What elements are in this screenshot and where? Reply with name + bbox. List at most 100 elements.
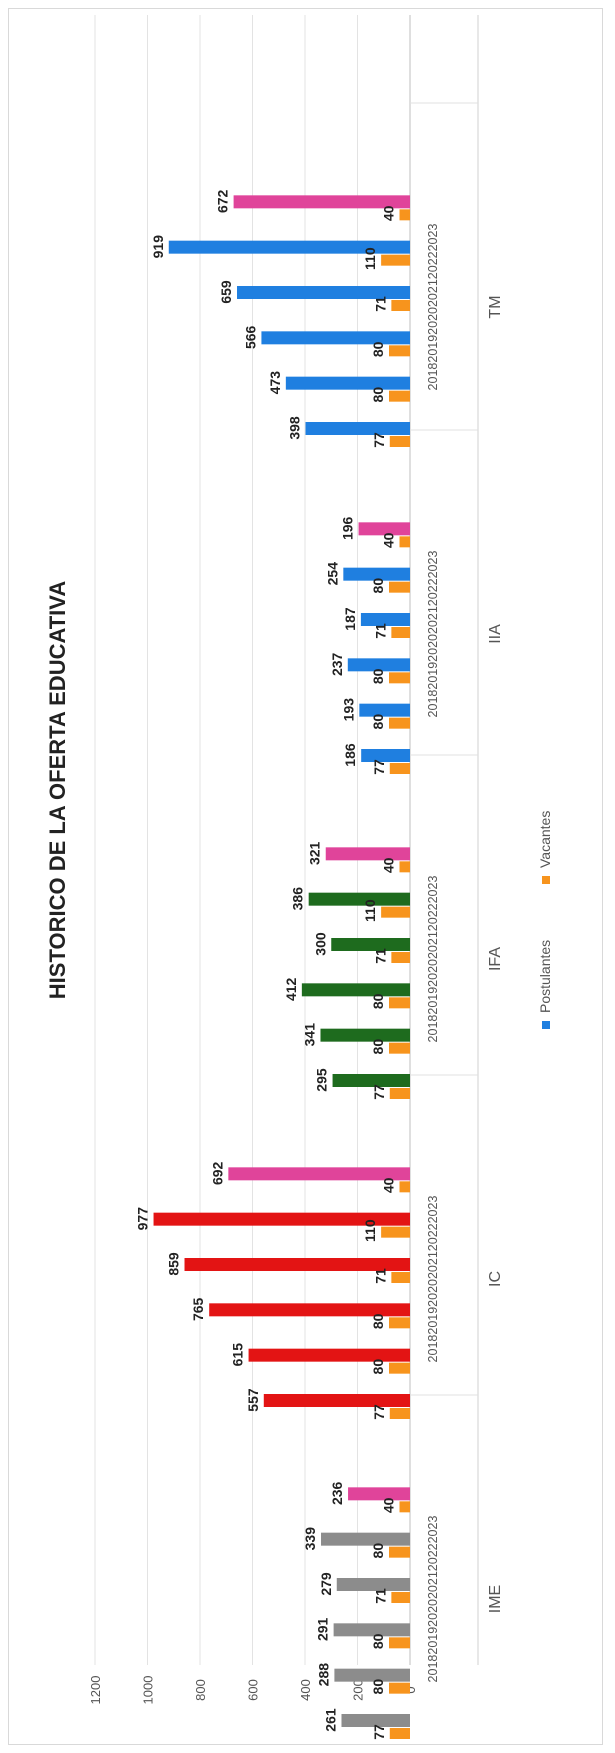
- bar-vacantes: [389, 390, 410, 402]
- group-label: IC: [487, 1271, 504, 1287]
- bar-vacantes: [389, 717, 410, 729]
- group-label: IME: [487, 1585, 504, 1613]
- y-tick-label: 1200: [88, 1676, 103, 1705]
- bar-postulantes: [333, 1623, 410, 1637]
- data-label-vacantes: 80: [370, 668, 386, 684]
- bar-vacantes: [391, 1592, 410, 1603]
- data-label-vacantes: 80: [370, 1543, 386, 1559]
- data-label-postulantes: 659: [218, 280, 234, 304]
- bar-vacantes: [389, 345, 410, 357]
- bar-vacantes: [389, 1728, 410, 1739]
- bar-postulantes: [233, 195, 410, 209]
- group-label: IIA: [487, 624, 504, 644]
- bar-vacantes: [389, 1317, 410, 1329]
- data-label-vacantes: 71: [372, 623, 388, 639]
- data-label-postulantes: 237: [329, 652, 345, 676]
- chart-title: HISTORICO DE LA OFERTA EDUCATIVA: [45, 581, 70, 1000]
- y-tick-label: 600: [246, 1679, 261, 1701]
- bar-postulantes: [347, 658, 410, 672]
- year-labels: 201820192020202120222023: [426, 1516, 440, 1683]
- y-tick-label: 800: [193, 1679, 208, 1701]
- legend-label: Postulantes: [537, 940, 553, 1013]
- year-labels: 201820192020202120222023: [426, 876, 440, 1043]
- bar-postulantes: [359, 703, 410, 717]
- data-label-postulantes: 341: [301, 1023, 317, 1047]
- data-label-postulantes: 977: [135, 1207, 151, 1231]
- data-label-postulantes: 566: [242, 325, 258, 349]
- bar-vacantes: [389, 672, 410, 684]
- bar-vacantes: [389, 436, 410, 447]
- data-label-vacantes: 110: [362, 247, 378, 270]
- bar-postulantes: [228, 1167, 410, 1181]
- data-label-vacantes: 77: [371, 432, 387, 448]
- data-label-vacantes: 40: [381, 1177, 397, 1193]
- bar-vacantes: [389, 1088, 410, 1099]
- data-label-postulantes: 279: [318, 1572, 334, 1596]
- bar-postulantes: [334, 1668, 410, 1682]
- data-label-postulantes: 615: [230, 1343, 246, 1367]
- bar-postulantes: [301, 983, 410, 997]
- data-label-vacantes: 77: [371, 1404, 387, 1420]
- data-label-postulantes: 196: [340, 516, 356, 540]
- data-label-vacantes: 71: [372, 296, 388, 312]
- data-label-vacantes: 80: [370, 1359, 386, 1375]
- data-label-vacantes: 80: [370, 387, 386, 403]
- bar-postulantes: [168, 240, 410, 254]
- group-label: IFA: [487, 947, 504, 971]
- bar-postulantes: [209, 1303, 410, 1317]
- bar-postulantes: [237, 286, 410, 299]
- bar-vacantes: [391, 952, 410, 963]
- bar-postulantes: [343, 567, 410, 581]
- bar-postulantes: [325, 847, 410, 861]
- y-tick-label: 400: [298, 1679, 313, 1701]
- data-label-vacantes: 110: [362, 1219, 378, 1242]
- data-label-vacantes: 77: [371, 1724, 387, 1740]
- bar-postulantes: [263, 1394, 410, 1407]
- data-label-vacantes: 80: [370, 341, 386, 357]
- bar-vacantes: [389, 1682, 410, 1694]
- bar-vacantes: [399, 209, 410, 221]
- data-label-postulantes: 692: [209, 1161, 225, 1185]
- data-label-postulantes: 300: [312, 932, 328, 956]
- data-label-postulantes: 557: [245, 1388, 261, 1412]
- bar-vacantes: [391, 300, 410, 311]
- bar-vacantes: [389, 763, 410, 774]
- data-label-postulantes: 321: [307, 841, 323, 865]
- data-label-postulantes: 295: [314, 1068, 330, 1092]
- data-label-vacantes: 80: [370, 714, 386, 730]
- data-label-postulantes: 254: [324, 562, 340, 586]
- data-label-postulantes: 291: [315, 1617, 331, 1641]
- data-label-vacantes: 40: [381, 532, 397, 548]
- group-label: TM: [487, 295, 504, 318]
- data-label-postulantes: 186: [342, 743, 358, 767]
- bar-vacantes: [399, 861, 410, 873]
- data-label-postulantes: 398: [287, 416, 303, 440]
- data-label-vacantes: 40: [381, 1497, 397, 1513]
- bar-vacantes: [389, 1362, 410, 1374]
- bar-postulantes: [184, 1258, 410, 1271]
- data-label-postulantes: 412: [283, 977, 299, 1001]
- data-label-postulantes: 386: [290, 887, 306, 911]
- bar-vacantes: [391, 627, 410, 638]
- bar-vacantes: [381, 254, 410, 266]
- legend-label: Vacantes: [537, 811, 553, 868]
- bar-vacantes: [389, 997, 410, 1009]
- y-tick-label: 0: [403, 1686, 418, 1693]
- data-label-postulantes: 859: [166, 1252, 182, 1276]
- bar-vacantes: [399, 536, 410, 548]
- data-label-postulantes: 288: [315, 1663, 331, 1687]
- year-labels: 201820192020202120222023: [426, 551, 440, 718]
- bar-postulantes: [153, 1212, 410, 1226]
- data-label-vacantes: 80: [370, 1633, 386, 1649]
- data-label-postulantes: 193: [340, 698, 356, 722]
- bar-postulantes: [332, 1074, 410, 1087]
- bar-postulantes: [348, 1487, 410, 1501]
- data-label-postulantes: 261: [322, 1708, 338, 1732]
- data-label-vacantes: 40: [381, 857, 397, 873]
- bar-postulantes: [361, 749, 410, 762]
- bar-vacantes: [389, 1637, 410, 1649]
- data-label-vacantes: 80: [370, 993, 386, 1009]
- bar-postulantes: [360, 613, 410, 626]
